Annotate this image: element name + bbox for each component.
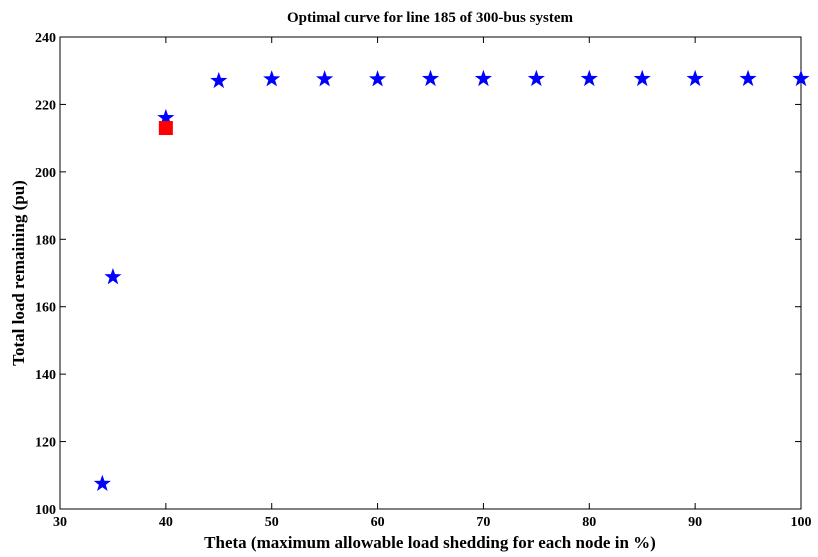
y-tick-label: 140 [35,368,56,383]
y-tick-label: 220 [35,98,56,113]
data-points [93,69,810,491]
star-point [792,69,810,87]
y-tick-label: 120 [35,436,56,451]
y-axis-label: Total load remaining (pu) [9,180,28,366]
star-point [421,69,440,87]
x-tick-label: 70 [476,515,490,530]
star-point [633,69,651,87]
star-point [474,69,492,87]
star-point [369,70,387,87]
star-point [580,69,598,87]
x-tick-label: 60 [371,515,385,530]
star-point [93,474,111,491]
y-tick-label: 180 [35,233,56,248]
axis-ticks: 30 40 50 60 70 80 90 100 100 120 140 160 180 200 220 24… [35,31,812,530]
plot-area [59,36,802,510]
star-point [263,70,281,87]
y-tick-label: 160 [35,301,56,316]
square-point [158,121,173,136]
star-point [157,108,175,126]
star-point [316,70,334,87]
chart-title: Optimal curve for line 185 of 300-bus sy… [287,10,573,26]
x-tick-label: 80 [582,515,596,530]
star-point [210,71,228,89]
x-tick-label: 100 [791,515,812,530]
star-point [104,268,122,285]
star-point [527,69,545,87]
y-tick-label: 100 [35,503,56,518]
x-axis-label: Theta (maximum allowable load shedding f… [204,533,656,552]
x-tick-label: 50 [265,515,279,530]
x-tick-label: 90 [688,515,702,530]
star-point [739,69,757,87]
x-tick-label: 40 [159,515,173,530]
star-point [686,69,704,87]
y-tick-label: 240 [35,31,56,46]
y-tick-label: 200 [35,166,56,181]
x-tick-label: 30 [53,515,67,530]
